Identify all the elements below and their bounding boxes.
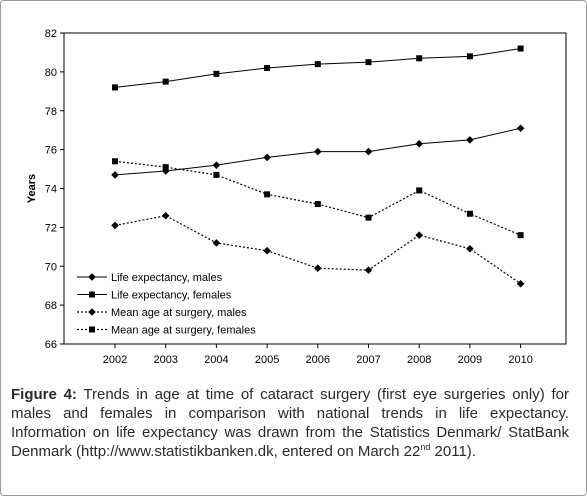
- data-point: [212, 239, 221, 247]
- x-tick-label: 2004: [204, 354, 228, 366]
- data-point: [365, 59, 372, 66]
- legend-swatch-marker: [89, 326, 95, 333]
- data-point: [364, 266, 373, 274]
- data-point: [111, 221, 119, 230]
- data-point: [466, 244, 474, 253]
- data-point: [314, 201, 321, 208]
- data-point: [264, 191, 271, 198]
- y-tick-label: 78: [45, 106, 57, 118]
- data-point: [212, 161, 221, 169]
- data-point: [162, 78, 169, 85]
- x-tick-label: 2002: [103, 354, 127, 366]
- data-point: [466, 210, 473, 217]
- data-point: [516, 124, 525, 133]
- data-point: [264, 64, 271, 71]
- legend-swatch-marker: [89, 291, 95, 298]
- y-tick-label: 76: [45, 145, 57, 157]
- x-tick-label: 2005: [255, 354, 279, 366]
- data-point: [416, 55, 423, 62]
- series-line-2: [114, 48, 521, 88]
- data-point: [517, 45, 524, 52]
- data-point: [314, 61, 321, 68]
- legend-label: Life expectancy, males: [111, 272, 223, 284]
- y-axis-label: Years: [26, 174, 38, 203]
- data-point: [314, 264, 322, 272]
- caption-superscript: nd: [420, 442, 431, 452]
- y-tick-label: 82: [45, 28, 57, 40]
- data-point: [466, 136, 474, 144]
- caption-label: Figure 4:: [11, 386, 77, 403]
- data-point: [161, 211, 170, 220]
- data-point: [416, 187, 423, 194]
- legend-label: Life expectancy, females: [111, 290, 232, 302]
- data-point: [112, 84, 118, 91]
- series-line-4: [114, 160, 521, 236]
- y-tick-label: 66: [45, 339, 57, 351]
- x-tick-label: 2003: [153, 354, 177, 366]
- data-point: [517, 232, 524, 239]
- y-tick-label: 72: [45, 222, 57, 234]
- data-point: [314, 147, 322, 156]
- data-point: [111, 171, 119, 179]
- line-chart: 66 68 70 72 74 76 78 80 82 2002 2003 2004 2005 2006 20…: [26, 28, 567, 366]
- data-point: [263, 246, 271, 255]
- y-tick-label: 70: [45, 261, 57, 273]
- data-point: [213, 171, 220, 178]
- data-point: [466, 53, 473, 60]
- data-point: [263, 153, 271, 162]
- series-line-3: [114, 215, 521, 285]
- data-point: [162, 164, 169, 171]
- data-point: [112, 158, 118, 165]
- data-point: [161, 167, 170, 175]
- figure-caption: Figure 4: Trends in age at time of catar…: [11, 385, 569, 461]
- legend-swatch-marker: [88, 273, 96, 281]
- x-tick-label: 2007: [356, 354, 380, 366]
- data-point: [213, 70, 220, 77]
- data-point: [365, 214, 372, 221]
- x-tick-label: 2006: [306, 354, 330, 366]
- y-tick-label: 68: [45, 300, 57, 312]
- data-point: [364, 147, 373, 156]
- data-point: [516, 279, 525, 288]
- x-tick-label: 2008: [407, 354, 431, 366]
- y-tick-label: 74: [45, 184, 57, 196]
- y-tick-label: 80: [45, 67, 57, 79]
- x-tick-label: 2010: [508, 354, 532, 366]
- x-tick-label: 2009: [458, 354, 482, 366]
- data-point: [415, 231, 423, 239]
- legend-swatch-marker: [88, 308, 96, 316]
- caption-tail: 2011).: [430, 443, 476, 460]
- caption-text: Trends in age at time of cataract surger…: [11, 386, 569, 460]
- legend-label: Mean age at surgery, females: [111, 325, 256, 337]
- data-point: [415, 139, 423, 148]
- legend-label: Mean age at surgery, males: [111, 307, 247, 319]
